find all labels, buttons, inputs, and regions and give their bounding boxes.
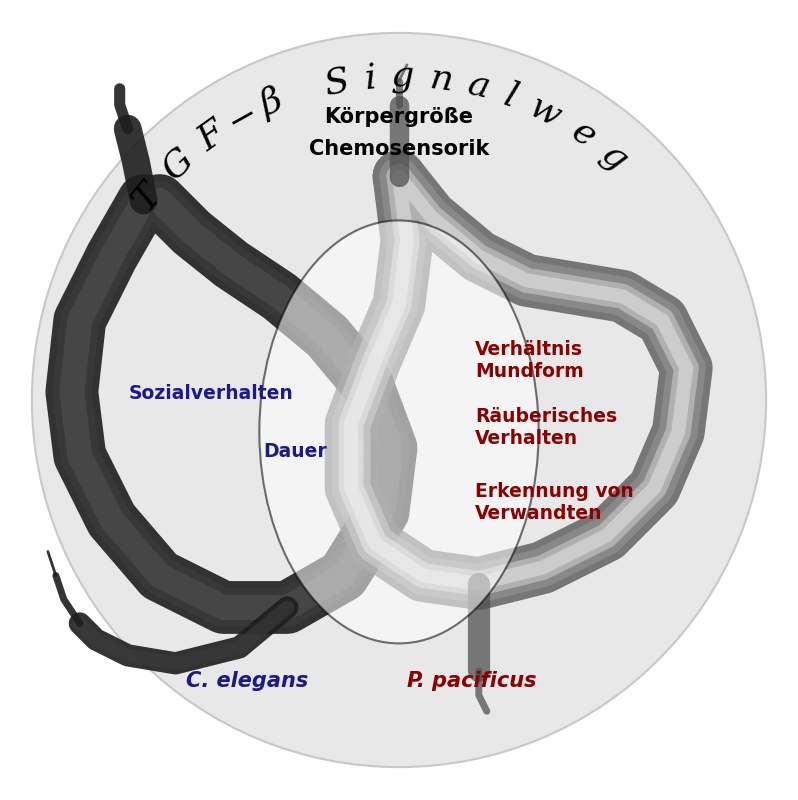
Text: F: F <box>192 115 232 158</box>
Text: S: S <box>322 64 353 102</box>
Text: −: − <box>220 95 263 140</box>
Ellipse shape <box>259 221 539 643</box>
Text: n: n <box>427 61 455 98</box>
Text: g: g <box>391 60 414 94</box>
Text: Erkennung von
Verwandten: Erkennung von Verwandten <box>475 482 634 522</box>
Text: g: g <box>594 138 634 178</box>
Text: Dauer: Dauer <box>263 442 327 462</box>
Text: w: w <box>523 90 567 134</box>
Text: i: i <box>362 61 377 95</box>
Text: P. pacificus: P. pacificus <box>407 671 536 691</box>
Text: l: l <box>499 78 521 114</box>
Circle shape <box>32 33 766 767</box>
Text: Körpergröße: Körpergröße <box>325 106 473 126</box>
Text: C. elegans: C. elegans <box>186 671 309 691</box>
Text: T: T <box>127 177 168 217</box>
Text: Räuberisches
Verhalten: Räuberisches Verhalten <box>475 407 617 449</box>
Text: Verhältnis
Mundform: Verhältnis Mundform <box>475 339 583 381</box>
Text: a: a <box>464 68 493 106</box>
Text: β: β <box>255 83 287 123</box>
Text: Sozialverhalten: Sozialverhalten <box>129 384 294 403</box>
Text: Chemosensorik: Chemosensorik <box>309 138 489 158</box>
Text: G: G <box>156 142 200 186</box>
Text: e: e <box>565 114 602 154</box>
